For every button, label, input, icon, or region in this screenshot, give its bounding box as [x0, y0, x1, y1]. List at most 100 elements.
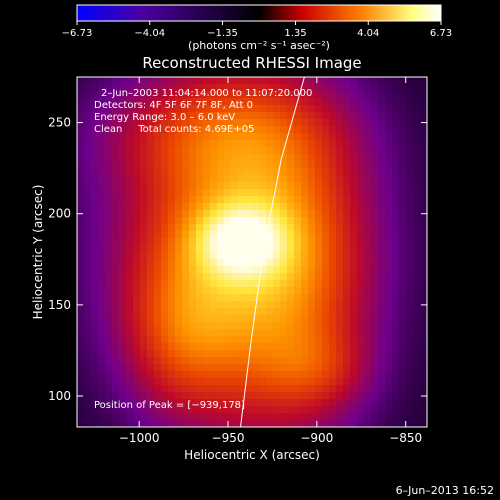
- heatmap-cell: [392, 315, 400, 323]
- heatmap-cell: [238, 378, 246, 386]
- heatmap-cell: [84, 112, 92, 120]
- heatmap-cell: [231, 196, 239, 204]
- heatmap-cell: [140, 168, 148, 176]
- heatmap-cell: [336, 147, 344, 155]
- heatmap-cell: [175, 315, 183, 323]
- heatmap-cell: [189, 315, 197, 323]
- heatmap-cell: [147, 420, 155, 427]
- heatmap-cell: [266, 371, 274, 379]
- heatmap-cell: [126, 287, 134, 295]
- heatmap-cell: [77, 385, 85, 393]
- heatmap-cell: [210, 322, 218, 330]
- heatmap-cell: [322, 161, 330, 169]
- heatmap-cell: [189, 343, 197, 351]
- heatmap-cell: [371, 287, 379, 295]
- heatmap-cell: [399, 224, 407, 232]
- heatmap-cell: [308, 147, 316, 155]
- heatmap-cell: [420, 336, 427, 344]
- heatmap-cell: [343, 385, 351, 393]
- heatmap-cell: [126, 329, 134, 337]
- heatmap-cell: [84, 203, 92, 211]
- heatmap-cell: [350, 168, 358, 176]
- heatmap-cell: [119, 154, 127, 162]
- heatmap-cell: [385, 308, 393, 316]
- heatmap-cell: [266, 420, 274, 427]
- heatmap-cell: [126, 406, 134, 414]
- heatmap-cell: [119, 84, 127, 92]
- heatmap-cell: [406, 224, 414, 232]
- heatmap-cell: [315, 189, 323, 197]
- heatmap-cell: [259, 147, 267, 155]
- heatmap-cell: [217, 413, 225, 421]
- heatmap-cell: [287, 112, 295, 120]
- heatmap-cell: [238, 266, 246, 274]
- heatmap-cell: [273, 420, 281, 427]
- heatmap-cell: [336, 133, 344, 141]
- plot-frame: [76, 76, 428, 428]
- heatmap-cell: [399, 413, 407, 421]
- heatmap-cell: [161, 161, 169, 169]
- heatmap-cell: [112, 182, 120, 190]
- heatmap-cell: [399, 385, 407, 393]
- heatmap-cell: [413, 308, 421, 316]
- heatmap-cell: [357, 371, 365, 379]
- heatmap-cell: [126, 147, 134, 155]
- heatmap-cell: [315, 392, 323, 400]
- heatmap-cell: [406, 112, 414, 120]
- heatmap-cell: [259, 140, 267, 148]
- heatmap-cell: [238, 392, 246, 400]
- heatmap-cell: [385, 126, 393, 134]
- heatmap-cell: [154, 385, 162, 393]
- heatmap-cell: [105, 133, 113, 141]
- heatmap-cell: [147, 105, 155, 113]
- heatmap-cell: [84, 294, 92, 302]
- heatmap-cell: [392, 154, 400, 162]
- heatmap-cell: [413, 357, 421, 365]
- heatmap-cell: [385, 189, 393, 197]
- heatmap-cell: [357, 420, 365, 427]
- heatmap-cell: [77, 322, 85, 330]
- heatmap-cell: [399, 259, 407, 267]
- heatmap-cell: [224, 252, 232, 260]
- heatmap-cell: [161, 266, 169, 274]
- colorbar-unit-label: (photons cm⁻² s⁻¹ asec⁻²): [188, 39, 330, 52]
- heatmap-cell: [322, 182, 330, 190]
- heatmap-cell: [385, 98, 393, 106]
- heatmap-cell: [161, 259, 169, 267]
- heatmap-cell: [322, 140, 330, 148]
- heatmap-cell: [217, 357, 225, 365]
- heatmap-cell: [413, 336, 421, 344]
- heatmap-cell: [266, 91, 274, 99]
- heatmap-cell: [77, 343, 85, 351]
- heatmap-cell: [147, 217, 155, 225]
- heatmap-cell: [371, 413, 379, 421]
- heatmap-cell: [189, 371, 197, 379]
- heatmap-cell: [182, 196, 190, 204]
- heatmap-cell: [315, 147, 323, 155]
- heatmap-cell: [189, 245, 197, 253]
- heatmap-cell: [245, 399, 253, 407]
- heatmap-cell: [287, 350, 295, 358]
- heatmap-cell: [336, 203, 344, 211]
- heatmap-cell: [126, 301, 134, 309]
- heatmap-cell: [399, 126, 407, 134]
- annotation-energy: Energy Range: 3.0 – 6.0 keV: [94, 112, 235, 123]
- heatmap-cell: [105, 420, 113, 427]
- heatmap-cell: [343, 308, 351, 316]
- heatmap-cell: [301, 231, 309, 239]
- heatmap-cell: [91, 245, 99, 253]
- heatmap-cell: [196, 217, 204, 225]
- heatmap-cell: [315, 294, 323, 302]
- heatmap-cell: [252, 371, 260, 379]
- heatmap-cell: [133, 217, 141, 225]
- heatmap-cell: [406, 301, 414, 309]
- heatmap-cell: [357, 413, 365, 421]
- heatmap-cell: [245, 224, 253, 232]
- heatmap-cell: [140, 238, 148, 246]
- heatmap-cell: [245, 189, 253, 197]
- heatmap-cell: [406, 413, 414, 421]
- heatmap-cell: [357, 168, 365, 176]
- heatmap-cell: [280, 84, 288, 92]
- heatmap-cell: [294, 168, 302, 176]
